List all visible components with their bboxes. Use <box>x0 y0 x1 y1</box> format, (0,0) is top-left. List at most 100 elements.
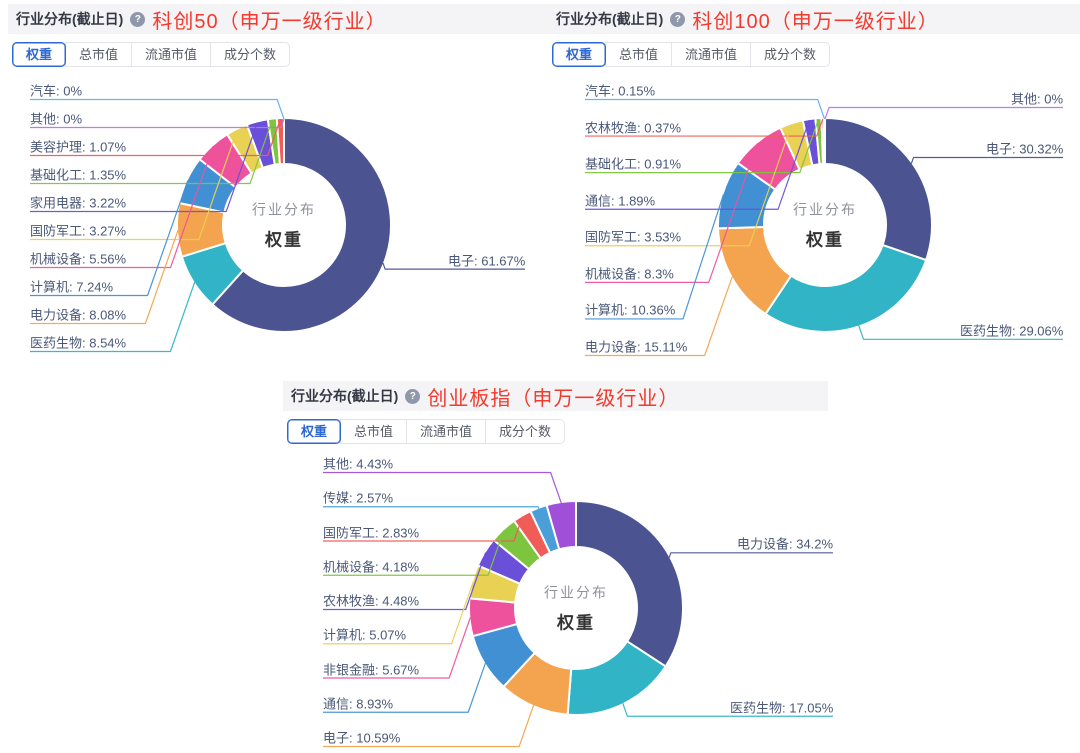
slice-label: 农林牧渔: 0.37% <box>585 120 682 136</box>
label-line <box>585 276 733 357</box>
help-icon[interactable]: ? <box>130 11 146 27</box>
help-icon[interactable]: ? <box>405 388 421 404</box>
label-line <box>30 180 189 297</box>
donut-chart: 行业分布 权重 汽车: 0.15% 农林牧渔: 0.37% 基础化工: 0.91% 通… <box>548 70 1080 370</box>
label-line <box>323 530 505 576</box>
chart-canvas <box>323 471 833 748</box>
label-line <box>824 106 1063 120</box>
slice-label: 电子: 10.59% <box>323 730 401 746</box>
donut-center-line1: 行业分布 <box>544 584 608 601</box>
slice-label: 国防军工: 3.53% <box>585 229 682 245</box>
donut-chart: 行业分布 权重 其他: 4.43% 传媒: 2.57% 国防军工: 2.83% 机械设… <box>283 447 843 753</box>
slice-label: 国防军工: 2.83% <box>323 525 420 540</box>
pie-slice[interactable] <box>545 499 577 551</box>
label-line <box>323 506 540 509</box>
slice-label: 家用电器: 3.22% <box>30 195 127 211</box>
label-line <box>585 118 824 137</box>
slice-label: 计算机: 7.24% <box>30 279 114 295</box>
section-label: 行业分布(截止日) <box>16 11 124 27</box>
label-line <box>622 702 833 717</box>
pie-slice[interactable] <box>575 499 684 668</box>
chart-canvas <box>585 98 1063 357</box>
label-line <box>323 662 486 713</box>
slice-label: 计算机: 5.07% <box>323 627 407 643</box>
index-title: 科创100（申万一级行业） <box>692 10 939 33</box>
slice-label: 基础化工: 0.91% <box>585 156 682 172</box>
slice-label: 机械设备: 4.18% <box>323 559 420 575</box>
tab-constituent-count[interactable]: 成分个数 <box>210 42 291 67</box>
tab-total-market-cap[interactable]: 总市值 <box>605 42 673 67</box>
slice-label: 医药生物: 17.05% <box>730 700 834 716</box>
pie-slice[interactable] <box>210 116 392 333</box>
label-line <box>668 552 833 558</box>
slice-label: 电力设备: 15.11% <box>585 339 688 355</box>
metric-tabs: 权重 总市值 流通市值 成分个数 <box>12 42 553 67</box>
chart-header: 行业分布(截止日) ? 科创100（申万一级行业） <box>548 4 1080 34</box>
slice-label: 汽车: 0% <box>30 83 83 99</box>
slice-label: 其他: 0% <box>1011 91 1064 107</box>
slice-label: 电子: 61.67% <box>448 253 526 269</box>
donut-center-line2: 权重 <box>557 613 595 633</box>
section-label: 行业分布(截止日) <box>556 11 664 27</box>
chart-panel-kechuang50: 行业分布(截止日) ? 科创50（申万一级行业） 权重 总市值 流通市值 成分个… <box>8 4 553 353</box>
label-line <box>323 581 474 645</box>
index-title: 科创50（申万一级行业） <box>152 10 387 33</box>
slice-label: 其他: 4.43% <box>323 456 394 472</box>
pie-slice[interactable] <box>824 116 933 262</box>
slice-label: 基础化工: 1.35% <box>30 167 127 183</box>
tab-weight[interactable]: 权重 <box>12 42 67 67</box>
label-line <box>30 118 285 129</box>
tab-float-market-cap[interactable]: 流通市值 <box>671 42 752 67</box>
slice-label: 非银金融: 5.67% <box>323 662 420 677</box>
slice-label: 美容护理: 1.07% <box>30 139 127 155</box>
pie-slice[interactable] <box>764 243 928 333</box>
tab-constituent-count[interactable]: 成分个数 <box>750 42 831 67</box>
tab-total-market-cap[interactable]: 总市值 <box>65 42 133 67</box>
slice-label: 电力设备: 8.08% <box>30 307 127 323</box>
slice-label: 电子: 30.32% <box>986 141 1064 157</box>
label-line <box>585 98 826 120</box>
label-line <box>323 704 535 748</box>
tab-float-market-cap[interactable]: 流通市值 <box>406 419 487 444</box>
donut-center-label: 行业分布 权重 <box>793 200 857 251</box>
tab-constituent-count[interactable]: 成分个数 <box>485 419 566 444</box>
donut-center-label: 行业分布 权重 <box>544 583 608 634</box>
label-line <box>30 229 179 325</box>
donut-center-label: 行业分布 权重 <box>252 200 316 251</box>
label-line <box>585 119 820 174</box>
section-label: 行业分布(截止日) <box>291 388 399 404</box>
slice-label: 医药生物: 8.54% <box>30 335 127 351</box>
pie-slice[interactable] <box>822 116 826 166</box>
label-line <box>30 146 214 269</box>
label-line <box>382 262 525 270</box>
slice-label: 机械设备: 5.56% <box>30 251 127 267</box>
label-line <box>30 98 285 120</box>
label-line <box>323 552 487 611</box>
label-line <box>585 119 810 210</box>
label-line <box>30 119 273 185</box>
tab-weight[interactable]: 权重 <box>552 42 607 67</box>
slice-label: 电力设备: 34.2% <box>737 536 834 552</box>
help-icon[interactable]: ? <box>670 11 686 27</box>
metric-tabs: 权重 总市值 流通市值 成分个数 <box>552 42 1080 67</box>
label-line <box>910 156 1063 164</box>
slice-label: 传媒: 2.57% <box>323 490 394 506</box>
chart-panel-kechuang100: 行业分布(截止日) ? 科创100（申万一级行业） 权重 总市值 流通市值 成分… <box>548 4 1080 357</box>
chart-panel-chinext: 行业分布(截止日) ? 创业板指（申万一级行业） 权重 总市值 流通市值 成分个… <box>283 381 833 748</box>
pie-slice[interactable] <box>275 116 285 166</box>
label-line <box>323 617 471 679</box>
donut-chart: 行业分布 权重 汽车: 0% 其他: 0% 美容护理: 1.07% 基础化工: 1.3… <box>8 70 568 370</box>
slice-label: 农林牧渔: 4.48% <box>323 593 420 609</box>
donut-center-line1: 行业分布 <box>252 201 316 218</box>
index-title: 创业板指（申万一级行业） <box>427 387 680 410</box>
tab-total-market-cap[interactable]: 总市值 <box>340 419 408 444</box>
metric-tabs: 权重 总市值 流通市值 成分个数 <box>287 419 828 444</box>
tab-weight[interactable]: 权重 <box>287 419 342 444</box>
label-line <box>30 118 282 157</box>
tab-float-market-cap[interactable]: 流通市值 <box>131 42 212 67</box>
donut-center-line2: 权重 <box>806 230 844 250</box>
slice-label: 国防军工: 3.27% <box>30 223 127 239</box>
label-line <box>30 129 238 241</box>
label-line <box>858 325 1063 340</box>
label-line <box>585 124 793 247</box>
